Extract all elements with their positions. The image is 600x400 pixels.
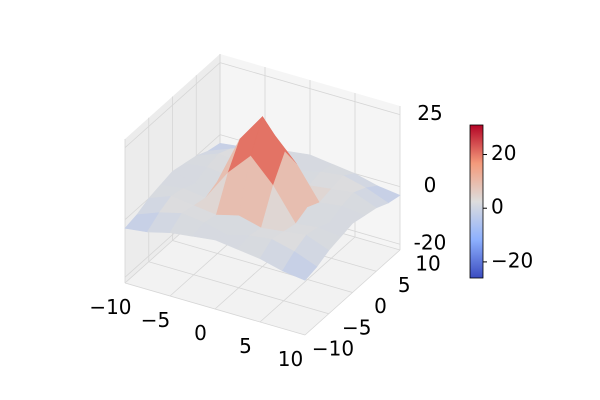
z-grid-line — [124, 62, 221, 148]
colorbar-tick-label: 20 — [491, 141, 516, 165]
z-tick-label: -20 — [414, 231, 447, 255]
z-tick-label: 0 — [424, 173, 437, 197]
z-tick-label: 25 — [417, 101, 442, 125]
surface — [124, 116, 401, 281]
y-grid-line — [172, 240, 353, 293]
x-tick-label: 5 — [239, 334, 252, 358]
y-tick-label: 5 — [398, 273, 411, 297]
colorbar-tick-label: 0 — [491, 195, 504, 219]
y-tick-label: 10 — [415, 252, 440, 276]
x-tick-label: 0 — [194, 321, 207, 345]
y-tick-label: 0 — [374, 294, 387, 318]
x-tick-label: −10 — [89, 295, 131, 319]
y-grid-line — [124, 282, 306, 336]
x-tick-label: −5 — [141, 308, 170, 332]
z-grid-line — [219, 62, 401, 116]
x-tick-label: 10 — [278, 347, 303, 371]
y-grid-line — [148, 261, 329, 315]
colorbar — [469, 124, 484, 279]
y-tick-label: −5 — [342, 315, 371, 339]
surface-patch — [282, 251, 318, 281]
y-tick-label: −10 — [312, 337, 354, 361]
colorbar-tick-label: −20 — [491, 248, 533, 272]
